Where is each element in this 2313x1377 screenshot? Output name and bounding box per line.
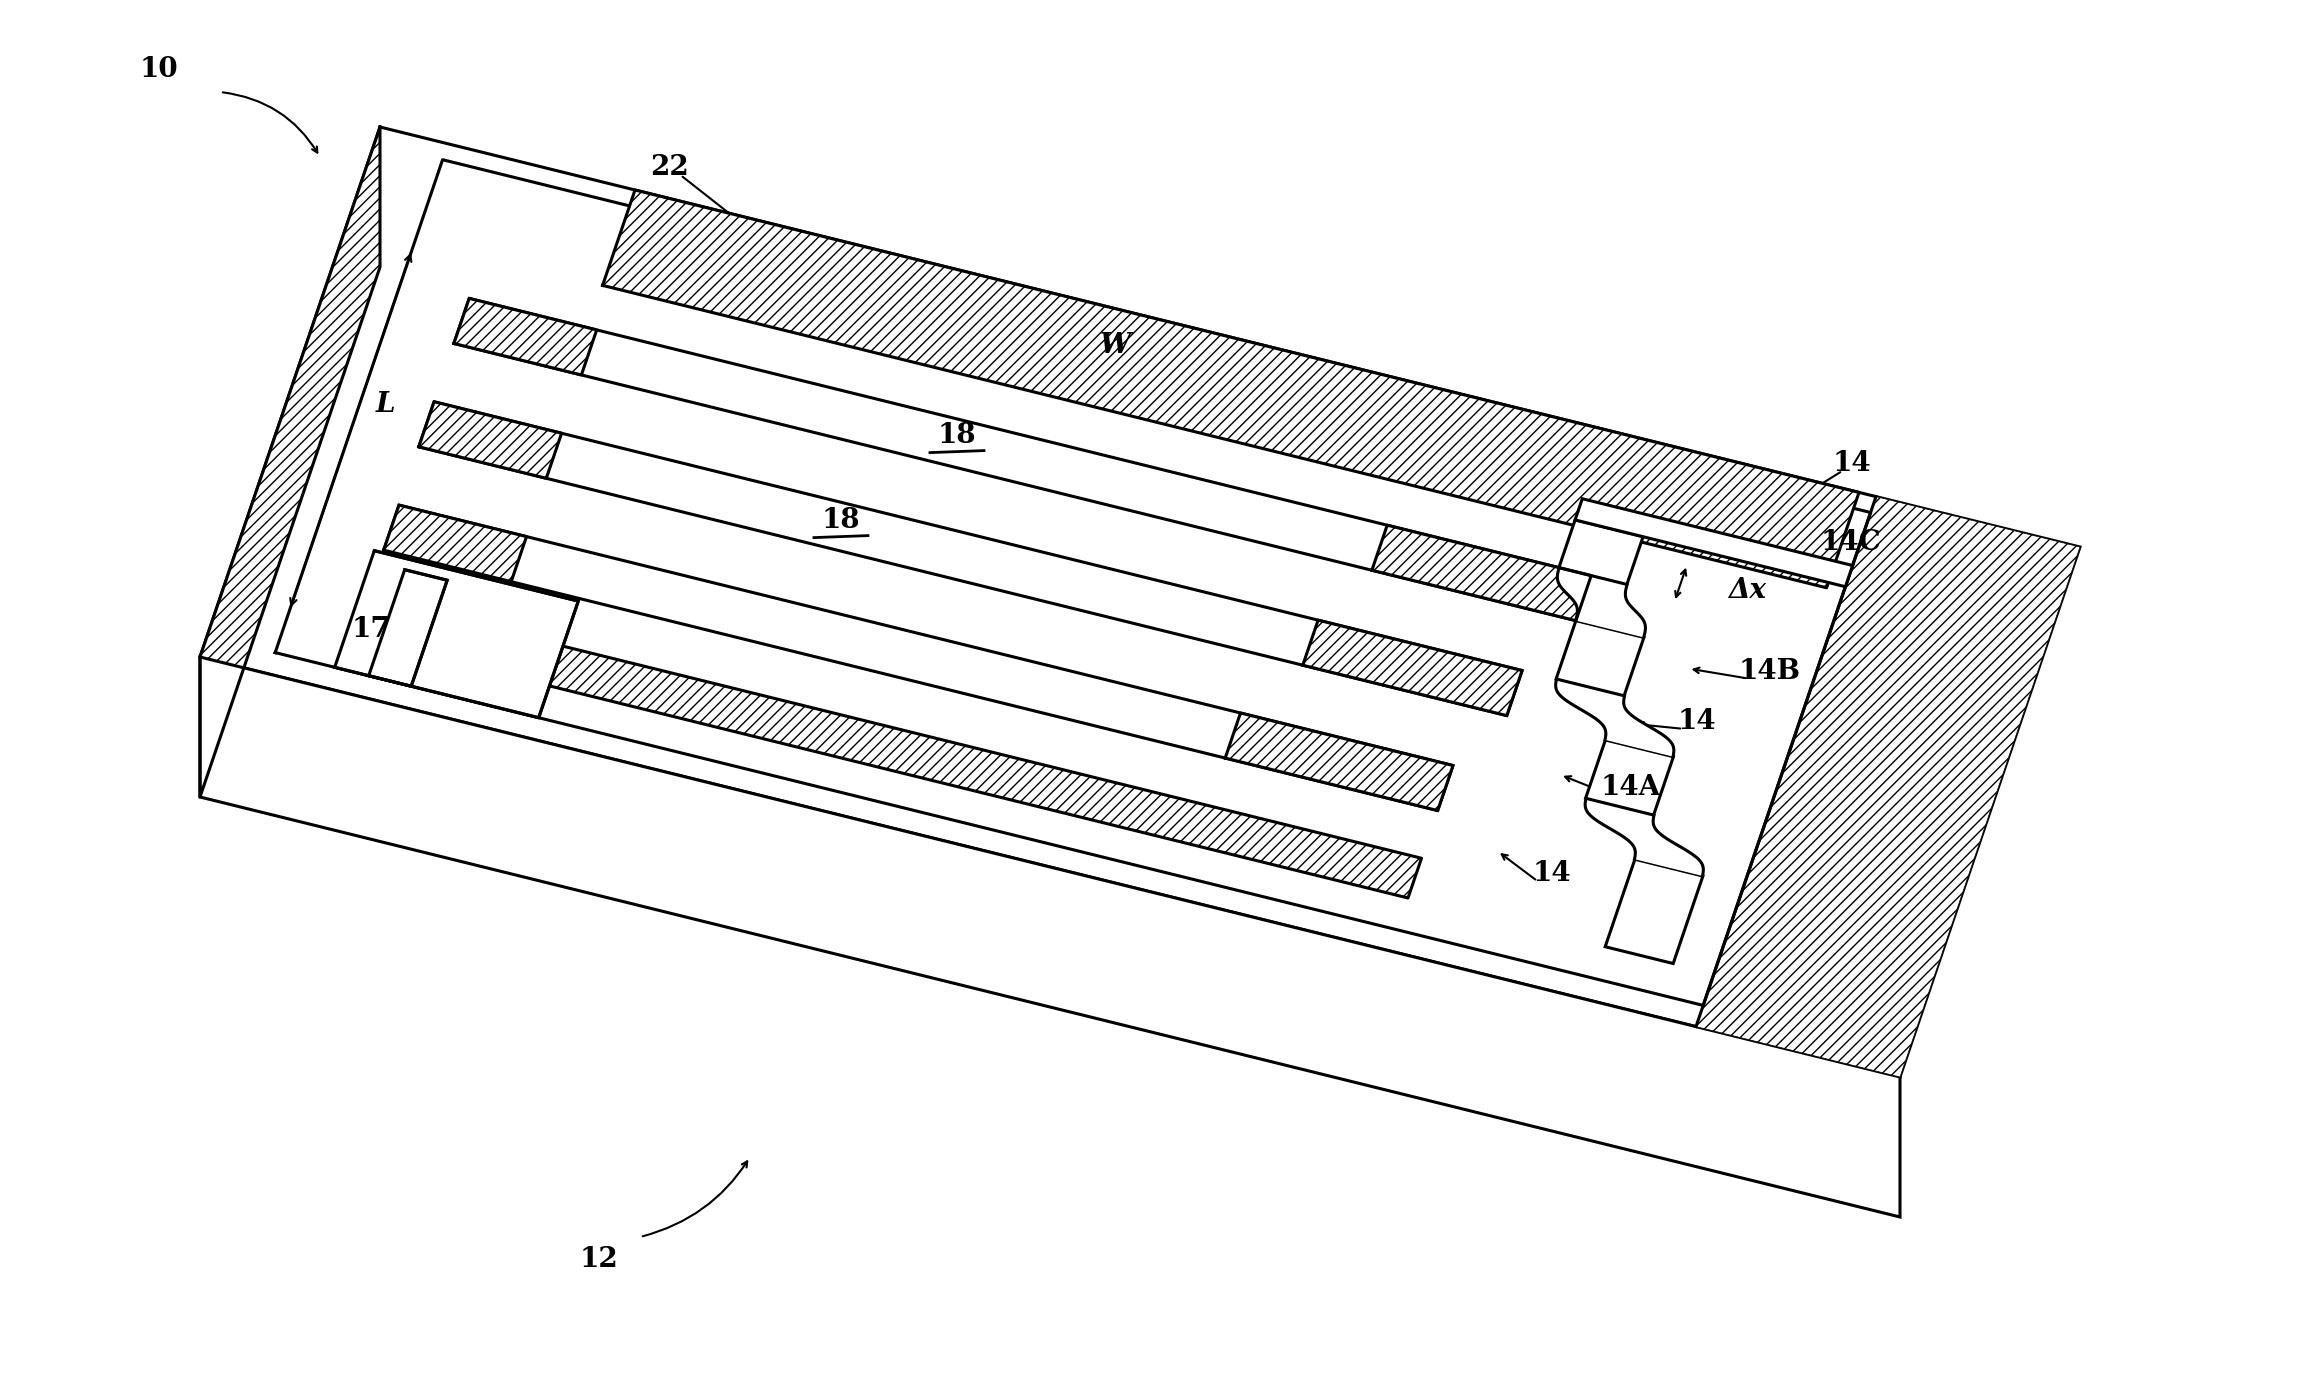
Text: 22: 22 (650, 154, 689, 180)
Polygon shape (1372, 525, 1591, 621)
Text: 14B: 14B (1739, 658, 1800, 684)
Text: 14: 14 (1832, 450, 1871, 476)
Polygon shape (1557, 679, 1675, 756)
Text: W: W (1099, 332, 1131, 359)
Text: 12: 12 (581, 1246, 620, 1272)
Polygon shape (604, 190, 1860, 588)
Polygon shape (1557, 567, 1645, 638)
Text: 18: 18 (937, 423, 976, 449)
Polygon shape (419, 402, 562, 478)
Polygon shape (199, 127, 2079, 1077)
Text: 17: 17 (352, 616, 391, 643)
Polygon shape (1557, 621, 1645, 695)
Polygon shape (1584, 799, 1702, 876)
Text: 14A: 14A (1601, 774, 1661, 801)
Text: Δx: Δx (1728, 577, 1767, 605)
Polygon shape (1695, 497, 2079, 1077)
Polygon shape (384, 505, 527, 581)
Polygon shape (1559, 521, 1642, 584)
Polygon shape (199, 657, 1899, 1217)
Text: 14C: 14C (1820, 529, 1880, 556)
Polygon shape (368, 570, 446, 686)
Text: 14: 14 (1534, 861, 1571, 887)
Text: 14: 14 (1677, 708, 1716, 735)
Polygon shape (453, 299, 597, 375)
Polygon shape (335, 551, 578, 717)
Polygon shape (1587, 739, 1672, 815)
Polygon shape (453, 299, 1591, 621)
Polygon shape (1226, 713, 1453, 811)
Polygon shape (384, 505, 1453, 811)
Text: 18: 18 (821, 507, 860, 534)
Polygon shape (199, 127, 379, 797)
Polygon shape (419, 402, 1522, 716)
Polygon shape (1575, 498, 1853, 587)
Text: L: L (377, 391, 396, 419)
Text: 10: 10 (141, 56, 178, 83)
Polygon shape (1605, 859, 1702, 964)
Polygon shape (354, 598, 1422, 898)
Polygon shape (1302, 620, 1522, 716)
